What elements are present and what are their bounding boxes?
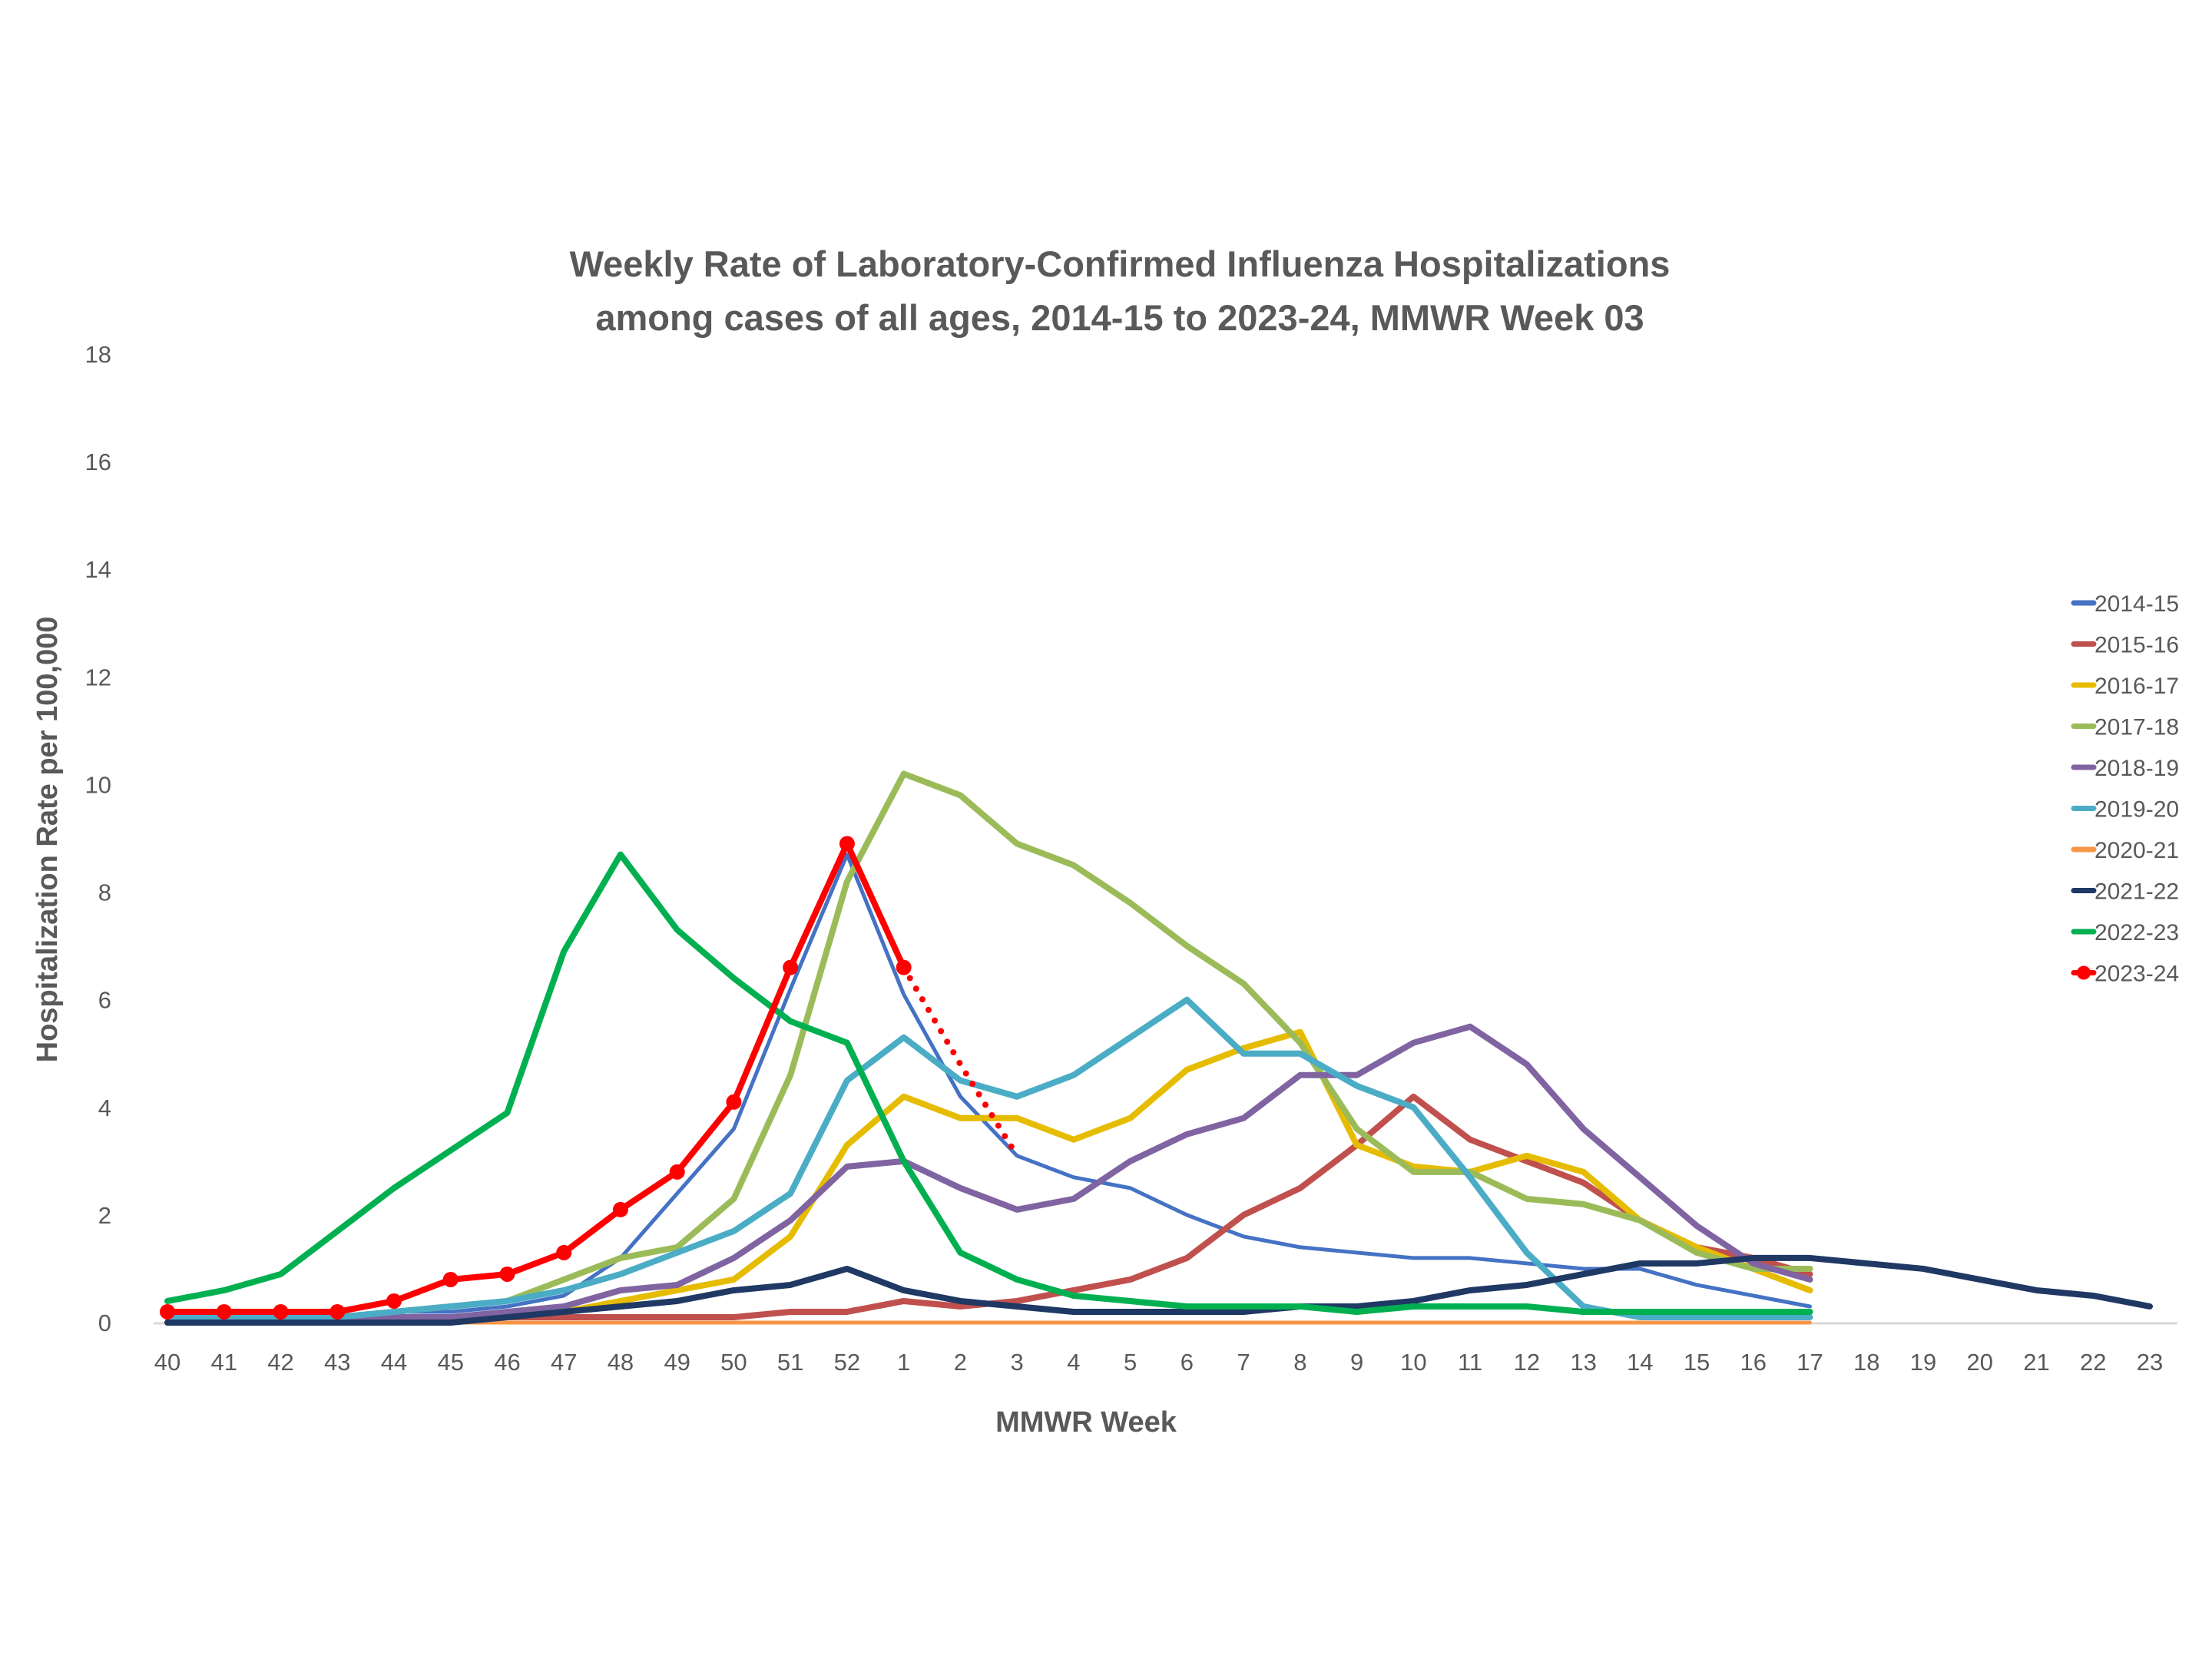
y-tick-label: 10 (85, 771, 111, 798)
series-line-2022-23 (164, 851, 1813, 1315)
y-tick-label: 6 (98, 987, 111, 1014)
y-tick-label: 0 (98, 1310, 111, 1336)
legend-label: 2022-23 (2094, 920, 2179, 945)
data-point-2023-24 (442, 1271, 459, 1287)
series-lines (160, 770, 2153, 1326)
data-point-2023-24 (386, 1293, 402, 1309)
series-line-2017-18 (164, 770, 1813, 1320)
x-tick-label: 42 (267, 1349, 293, 1376)
data-point-2023-24 (612, 1201, 628, 1217)
y-tick-label: 4 (98, 1094, 111, 1121)
x-tick-label: 51 (777, 1349, 803, 1376)
y-tick-label: 2 (98, 1202, 111, 1229)
y-ticks: 0 2 4 6 8 10 12 14 16 18 (85, 341, 111, 1336)
x-tick-label: 44 (381, 1349, 407, 1376)
x-tick-label: 41 (211, 1349, 237, 1376)
legend-label: 2019-20 (2094, 797, 2179, 823)
legend-label: 2017-18 (2094, 715, 2179, 740)
data-point-2023-24 (216, 1303, 232, 1320)
data-point-2023-24 (556, 1244, 572, 1260)
legend-label: 2018-19 (2094, 756, 2179, 781)
y-tick-label: 8 (98, 879, 111, 906)
x-tick-label: 16 (1740, 1349, 1767, 1376)
x-tick-label: 4 (1067, 1349, 1080, 1376)
data-point-2023-24 (160, 1303, 175, 1320)
y-tick-label: 18 (85, 341, 111, 368)
legend-label: 2016-17 (2094, 674, 2179, 699)
y-tick-label: 12 (85, 664, 111, 690)
legend-label: 2020-21 (2094, 838, 2179, 863)
x-tick-label: 6 (1181, 1349, 1194, 1376)
data-point-2023-24 (839, 836, 855, 852)
x-tick-label: 14 (1627, 1349, 1653, 1376)
x-tick-label: 7 (1237, 1349, 1250, 1376)
data-point-2023-24 (726, 1094, 742, 1110)
x-tick-label: 43 (324, 1349, 350, 1376)
x-tick-label: 19 (1910, 1349, 1936, 1376)
x-tick-label: 49 (664, 1349, 690, 1376)
x-tick-label: 3 (1011, 1349, 1024, 1376)
x-tick-label: 2 (954, 1349, 967, 1376)
y-tick-label: 14 (85, 556, 111, 583)
x-ticks: 40 41 42 43 44 45 46 47 48 49 50 51 52 1 2 3 4 5 6 7 8 9 10 11 1… (154, 1349, 2163, 1376)
x-tick-label: 23 (2137, 1349, 2163, 1376)
x-tick-label: 45 (437, 1349, 463, 1376)
x-tick-label: 13 (1570, 1349, 1596, 1376)
data-point-2023-24 (329, 1303, 346, 1320)
series-line-2019-20 (164, 996, 1813, 1320)
x-tick-label: 21 (2023, 1349, 2049, 1376)
legend-label: 2021-22 (2094, 879, 2179, 905)
x-tick-label: 46 (494, 1349, 520, 1376)
x-tick-label: 40 (154, 1349, 180, 1376)
chart-subtitle: among cases of all ages, 2014-15 to 2023… (595, 297, 1644, 338)
series-projection-2023-24 (900, 964, 1021, 1159)
legend-label: 2023-24 (2094, 962, 2179, 987)
legend-marker (2077, 965, 2091, 980)
legend: 2014-15 2015-16 2016-17 2017-18 2018-19 2019-… (2071, 591, 2179, 987)
data-point-2023-24 (669, 1164, 685, 1180)
x-tick-label: 20 (1967, 1349, 1993, 1376)
x-tick-label: 48 (608, 1349, 634, 1376)
chart-title: Weekly Rate of Laboratory-Confirmed Infl… (570, 243, 1671, 284)
series-line-2021-22 (164, 1254, 2153, 1326)
x-tick-label: 11 (1458, 1349, 1482, 1376)
x-tick-label: 47 (551, 1349, 577, 1376)
x-tick-label: 17 (1796, 1349, 1823, 1376)
x-tick-label: 52 (834, 1349, 860, 1376)
x-tick-label: 5 (1124, 1349, 1137, 1376)
y-axis-label: Hospitalization Rate per 100,000 (31, 617, 64, 1063)
x-tick-label: 8 (1293, 1349, 1306, 1376)
x-axis-label: MMWR Week (995, 1406, 1177, 1439)
x-tick-label: 22 (2080, 1349, 2106, 1376)
x-tick-label: 15 (1684, 1349, 1710, 1376)
x-tick-label: 9 (1350, 1349, 1363, 1376)
x-tick-label: 50 (720, 1349, 747, 1376)
data-point-2023-24 (499, 1266, 515, 1282)
data-point-2023-24 (783, 959, 799, 975)
legend-label: 2014-15 (2094, 591, 2179, 617)
x-tick-label: 18 (1853, 1349, 1879, 1376)
x-tick-label: 1 (897, 1349, 910, 1376)
series-line-2023-24 (164, 840, 907, 1315)
legend-label: 2015-16 (2094, 633, 2179, 658)
y-tick-label: 16 (85, 449, 111, 475)
data-point-2023-24 (273, 1303, 289, 1320)
data-point-2023-24 (896, 959, 912, 975)
series-line-2018-19 (164, 1023, 1813, 1320)
x-tick-label: 10 (1400, 1349, 1426, 1376)
x-tick-label: 12 (1514, 1349, 1540, 1376)
